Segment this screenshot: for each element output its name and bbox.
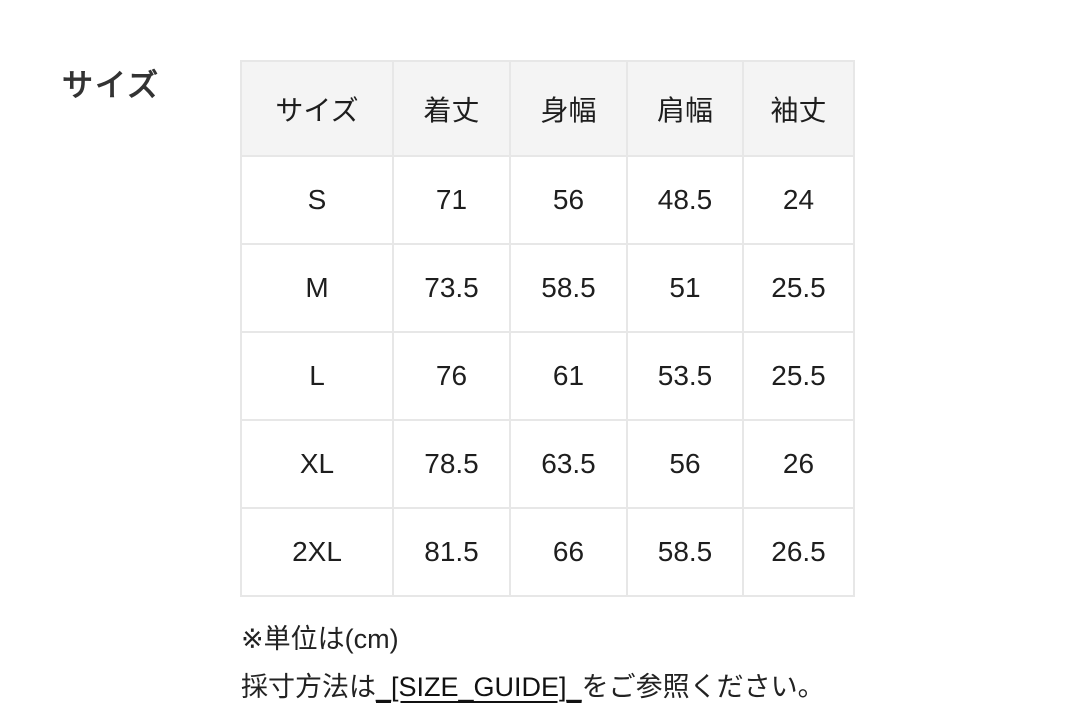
- cell-value: 81.5: [392, 507, 511, 597]
- column-header-width: 身幅: [509, 60, 628, 157]
- cell-value: 56: [626, 419, 744, 509]
- cell-value: 76: [392, 331, 511, 421]
- table-row-l: L 76 61 53.5 25.5: [240, 331, 855, 421]
- cell-value: 63.5: [509, 419, 628, 509]
- column-header-length: 着丈: [392, 60, 511, 157]
- cell-value: 25.5: [742, 243, 855, 333]
- cell-value: 56: [509, 155, 628, 245]
- table-row-2xl: 2XL 81.5 66 58.5 26.5: [240, 507, 855, 597]
- cell-value: 61: [509, 331, 628, 421]
- unit-note: ※単位は(cm): [241, 624, 399, 654]
- guide-note-prefix: 採寸方法は: [241, 672, 376, 702]
- size-section-label: サイズ: [62, 68, 161, 103]
- column-header-size: サイズ: [240, 60, 394, 157]
- cell-value: 58.5: [626, 507, 744, 597]
- row-size-label: M: [240, 243, 394, 333]
- cell-value: 53.5: [626, 331, 744, 421]
- row-size-label: L: [240, 331, 394, 421]
- table-row-s: S 71 56 48.5 24: [240, 155, 855, 245]
- row-size-label: S: [240, 155, 394, 245]
- table-row-xl: XL 78.5 63.5 56 26: [240, 419, 855, 509]
- size-guide-note: 採寸方法は_[SIZE_GUIDE]_をご参照ください。: [241, 663, 825, 711]
- cell-value: 78.5: [392, 419, 511, 509]
- cell-value: 51: [626, 243, 744, 333]
- size-chart-table: サイズ 着丈 身幅 肩幅 袖丈 S 71 56 48.5 24 M 73.5 5…: [240, 60, 855, 597]
- cell-value: 73.5: [392, 243, 511, 333]
- cell-value: 26.5: [742, 507, 855, 597]
- size-notes: ※単位は(cm) 採寸方法は_[SIZE_GUIDE]_をご参照ください。: [241, 615, 825, 711]
- column-header-shoulder: 肩幅: [626, 60, 744, 157]
- row-size-label: 2XL: [240, 507, 394, 597]
- row-size-label: XL: [240, 419, 394, 509]
- cell-value: 66: [509, 507, 628, 597]
- cell-value: 48.5: [626, 155, 744, 245]
- cell-value: 26: [742, 419, 855, 509]
- cell-value: 24: [742, 155, 855, 245]
- cell-value: 58.5: [509, 243, 628, 333]
- table-row-m: M 73.5 58.5 51 25.5: [240, 243, 855, 333]
- cell-value: 71: [392, 155, 511, 245]
- size-guide-link[interactable]: _[SIZE_GUIDE]_: [376, 672, 582, 702]
- column-header-sleeve: 袖丈: [742, 60, 855, 157]
- guide-note-suffix: をご参照ください。: [581, 672, 825, 702]
- cell-value: 25.5: [742, 331, 855, 421]
- table-header-row: サイズ 着丈 身幅 肩幅 袖丈: [240, 60, 855, 157]
